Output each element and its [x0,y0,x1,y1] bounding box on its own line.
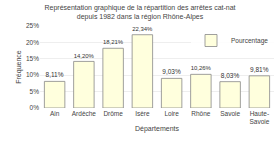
svg-text:Isère: Isère [135,110,150,117]
svg-text:Haute-Savoie: Haute-Savoie [249,110,269,125]
svg-text:20%: 20% [26,39,39,46]
svg-text:18,21%: 18,21% [103,39,124,45]
svg-text:Ain: Ain [50,110,60,117]
svg-text:Représentation graphique de la: Représentation graphique de la répartiti… [44,4,235,21]
svg-text:Pourcentage: Pourcentage [231,37,268,45]
svg-text:Savoie: Savoie [220,110,240,117]
svg-text:9,03%: 9,03% [162,68,181,75]
svg-text:Ardèche: Ardèche [72,110,97,117]
svg-text:22,34%: 22,34% [132,26,153,32]
svg-text:Drôme: Drôme [103,110,123,117]
svg-text:Départements: Départements [135,125,179,133]
svg-text:9,81%: 9,81% [250,66,269,73]
svg-text:10%: 10% [26,71,39,78]
svg-text:Rhône: Rhône [191,110,211,117]
svg-text:14,20%: 14,20% [74,53,95,59]
svg-text:8,03%: 8,03% [221,72,240,79]
svg-text:5%: 5% [30,88,40,95]
svg-text:Loire: Loire [164,110,179,117]
svg-text:0%: 0% [30,104,40,111]
svg-text:15%: 15% [26,55,39,62]
svg-text:Fréquence: Fréquence [15,50,23,84]
svg-text:10,26%: 10,26% [191,65,212,71]
svg-text:25%: 25% [26,22,39,29]
svg-text:8,11%: 8,11% [46,71,64,78]
